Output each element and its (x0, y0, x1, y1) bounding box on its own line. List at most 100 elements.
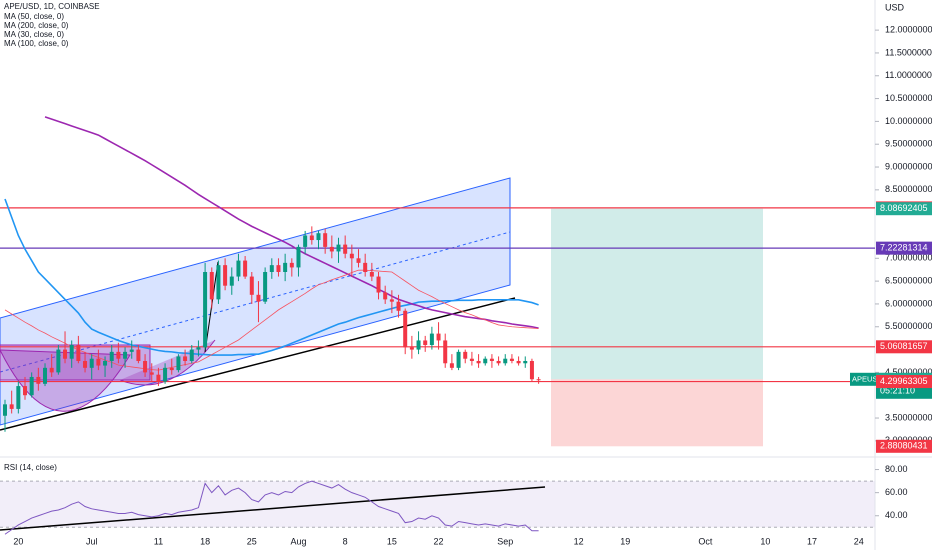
candle-body (103, 360, 108, 366)
candle-body (256, 294, 261, 302)
x-tick-label: 20 (13, 536, 23, 546)
candle-body (63, 349, 68, 359)
candle-body (423, 340, 428, 346)
candle-body (183, 356, 188, 361)
candle-body (456, 351, 461, 368)
candle-body (29, 376, 34, 396)
candle-body (416, 340, 421, 350)
candle-body (383, 292, 388, 300)
rsi-band (0, 481, 875, 528)
candle-body (516, 360, 521, 364)
moving-average (44, 116, 539, 329)
x-tick-label: 22 (434, 536, 444, 546)
channel-midline (0, 231, 511, 373)
x-tick-label: 18 (200, 536, 210, 546)
moving-average (4, 269, 539, 371)
x-tick-label: 24 (854, 536, 864, 546)
candle-body (329, 246, 334, 252)
candle-body (303, 235, 308, 247)
trend-line (0, 297, 516, 431)
candle-body (83, 360, 88, 368)
candle-body (376, 276, 381, 293)
y-tick-label: 6.50000000 (885, 275, 932, 285)
candle-body (463, 351, 468, 359)
price-tag (876, 439, 932, 453)
candle-body (69, 345, 74, 359)
candle-body (149, 372, 154, 375)
x-tick-label: 12 (574, 536, 584, 546)
candle-body (223, 265, 228, 286)
candle-body (236, 260, 241, 277)
y-tick-label: 9.00000000 (885, 161, 932, 171)
price-tag (876, 202, 932, 216)
indicator-legend: MA (30, close, 0) (4, 30, 64, 39)
candle-body (276, 265, 281, 272)
indicator-legend: MA (200, close, 0) (4, 21, 69, 30)
price-tag-label: 7.22281314 (880, 243, 928, 253)
candle-body (496, 360, 501, 364)
candle-body (116, 351, 121, 359)
candle-body (436, 333, 441, 341)
candle-body (403, 310, 408, 348)
candle-body (163, 367, 168, 382)
currency-label: USD (885, 2, 905, 12)
y-tick-label: 3.50000000 (885, 412, 932, 422)
candle-body (229, 276, 234, 286)
candle-body (269, 265, 274, 272)
y-tick-label: 5.50000000 (885, 321, 932, 331)
y-tick-label: 7.00000000 (885, 253, 932, 263)
rsi-y-tick-label: 60.00 (885, 487, 908, 497)
candle-body (289, 262, 294, 268)
candle-body (203, 271, 208, 348)
candle-body (489, 358, 494, 361)
y-tick-label: 9.50000000 (885, 139, 932, 149)
price-tag (876, 241, 932, 255)
candle-body (263, 271, 268, 302)
candle-body (409, 347, 414, 350)
price-tag-label: 2.88080431 (880, 441, 928, 451)
candle-body (129, 349, 134, 352)
y-tick-label: 10.50000000 (885, 93, 932, 103)
candle-body (109, 351, 114, 361)
x-tick-label: 15 (387, 536, 397, 546)
candle-body (369, 271, 374, 277)
candle-body (143, 360, 148, 373)
y-tick-label: 11.50000000 (885, 47, 932, 57)
candle-body (396, 301, 401, 311)
loss-zone (551, 379, 763, 447)
rsi-y-tick-label: 80.00 (885, 464, 908, 474)
candle-body (36, 376, 41, 384)
candle-body (96, 358, 101, 366)
candle-body (216, 265, 221, 300)
countdown: 05:21:10 (880, 386, 915, 396)
candle-body (56, 349, 61, 373)
profit-zone (551, 208, 763, 380)
price-tag (876, 375, 932, 389)
x-tick-label: 10 (760, 536, 770, 546)
candle-body (429, 333, 434, 346)
price-tag-label: 4.29963305 (880, 376, 928, 386)
y-tick-label: 11.00000000 (885, 70, 932, 80)
candle-body (469, 358, 474, 361)
candle-body (363, 262, 368, 272)
x-tick-label: 17 (807, 536, 817, 546)
candle-body (356, 258, 361, 263)
x-tick-label: Sep (497, 536, 513, 546)
candle-body (16, 386, 21, 409)
candle-body (443, 340, 448, 364)
candle-body (136, 349, 141, 361)
moving-average (4, 198, 539, 356)
candle-body (76, 345, 81, 361)
x-tick-label: 25 (247, 536, 257, 546)
indicator-legend: MA (50, close, 0) (4, 12, 64, 21)
candle-body (483, 358, 488, 364)
candle-body (209, 271, 214, 300)
candle-body (123, 351, 128, 359)
candle-body (23, 386, 28, 396)
price-tag-label: 8.08692405 (880, 203, 928, 213)
x-tick-label: Oct (698, 536, 713, 546)
candle-body (176, 356, 181, 371)
y-tick-label: 8.50000000 (885, 184, 932, 194)
candle-body (189, 349, 194, 361)
